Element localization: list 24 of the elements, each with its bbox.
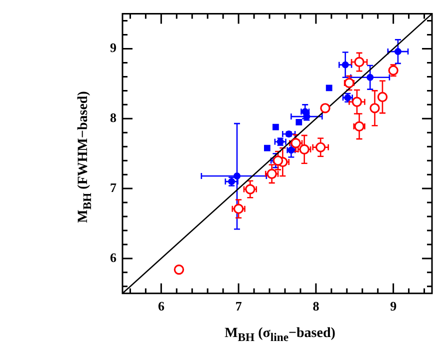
x-tick-label: 6 bbox=[158, 298, 165, 314]
y-tick-label: 9 bbox=[110, 40, 117, 56]
point bbox=[352, 96, 362, 107]
point bbox=[320, 103, 330, 114]
point bbox=[326, 84, 332, 92]
point bbox=[234, 172, 241, 180]
point bbox=[174, 264, 184, 275]
point bbox=[296, 118, 302, 126]
point bbox=[354, 56, 364, 68]
point bbox=[315, 142, 326, 152]
x-tick-label: 8 bbox=[312, 298, 320, 314]
point bbox=[370, 103, 380, 114]
point bbox=[272, 124, 279, 130]
point bbox=[264, 144, 270, 152]
x-tick-label: 7 bbox=[235, 298, 242, 314]
y-tick-label: 8 bbox=[110, 110, 117, 126]
point bbox=[394, 48, 402, 56]
point bbox=[342, 61, 349, 68]
x-tick-label: 9 bbox=[390, 298, 398, 314]
y-tick-label: 7 bbox=[110, 180, 117, 195]
point bbox=[366, 74, 374, 81]
point bbox=[377, 92, 388, 102]
x-axis-title: M$_{BH}$ (σ$_{line}$−based) bbox=[224, 326, 336, 344]
y-tick-label: 6 bbox=[110, 250, 117, 265]
